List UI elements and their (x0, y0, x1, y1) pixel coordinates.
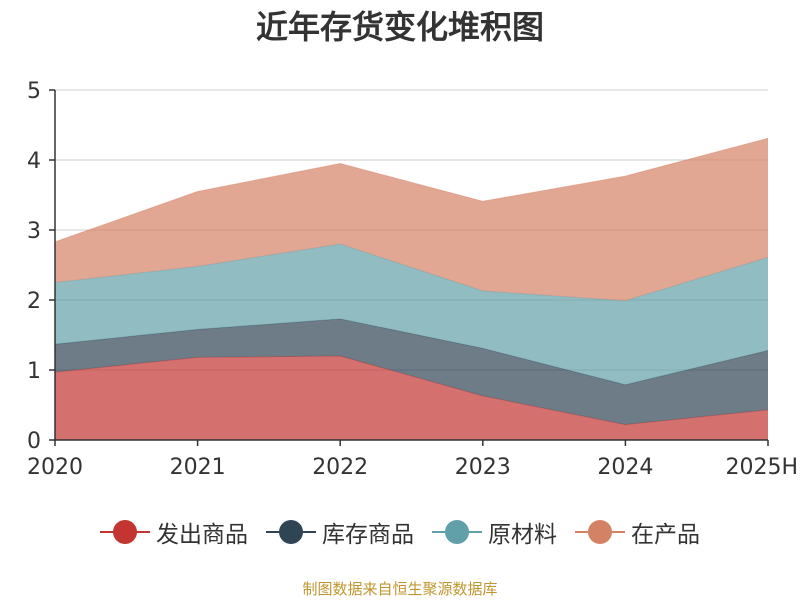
source-footnote: 制图数据来自恒生聚源数据库 (302, 580, 498, 598)
area-原材料 (55, 244, 768, 385)
legend-label: 在产品 (631, 522, 700, 548)
y-tick-label: 3 (27, 219, 41, 244)
x-tick-label: 2021 (170, 455, 226, 480)
area-edge-在产品 (54, 137, 769, 243)
legend-label: 发出商品 (156, 522, 248, 548)
area-发出商品 (55, 356, 768, 440)
legend-symbol-icon (432, 517, 482, 547)
legend-symbol-icon (575, 517, 625, 547)
legend-label: 库存商品 (322, 522, 414, 548)
x-tick-label: 2020 (27, 455, 83, 480)
x-tick-label: 2023 (455, 455, 511, 480)
x-tick-label: 2024 (597, 455, 653, 480)
legend-item-zaichanpin[interactable]: 在产品 (575, 515, 700, 549)
legend: 发出商品 库存商品 原材料 在产品 (0, 515, 800, 549)
legend-dot (113, 520, 137, 544)
area-库存商品 (55, 318, 768, 425)
legend-label: 原材料 (488, 522, 557, 548)
y-tick-label: 1 (27, 359, 41, 384)
y-tick-label: 0 (27, 429, 41, 454)
legend-item-fachu[interactable]: 发出商品 (100, 515, 248, 549)
area-在产品 (55, 138, 768, 301)
y-tick-label: 5 (27, 79, 41, 104)
x-tick-label: 2022 (312, 455, 368, 480)
legend-symbol-icon (266, 517, 316, 547)
legend-dot (279, 520, 303, 544)
y-tick-label: 2 (27, 289, 41, 314)
y-tick-label: 4 (27, 149, 41, 174)
legend-item-yuancailiao[interactable]: 原材料 (432, 515, 557, 549)
legend-item-kucun[interactable]: 库存商品 (266, 515, 414, 549)
x-tick-label: 2025H (725, 455, 798, 480)
legend-dot (588, 520, 612, 544)
legend-symbol-icon (100, 517, 150, 547)
legend-dot (445, 520, 469, 544)
chart-title: 近年存货变化堆积图 (255, 8, 544, 46)
